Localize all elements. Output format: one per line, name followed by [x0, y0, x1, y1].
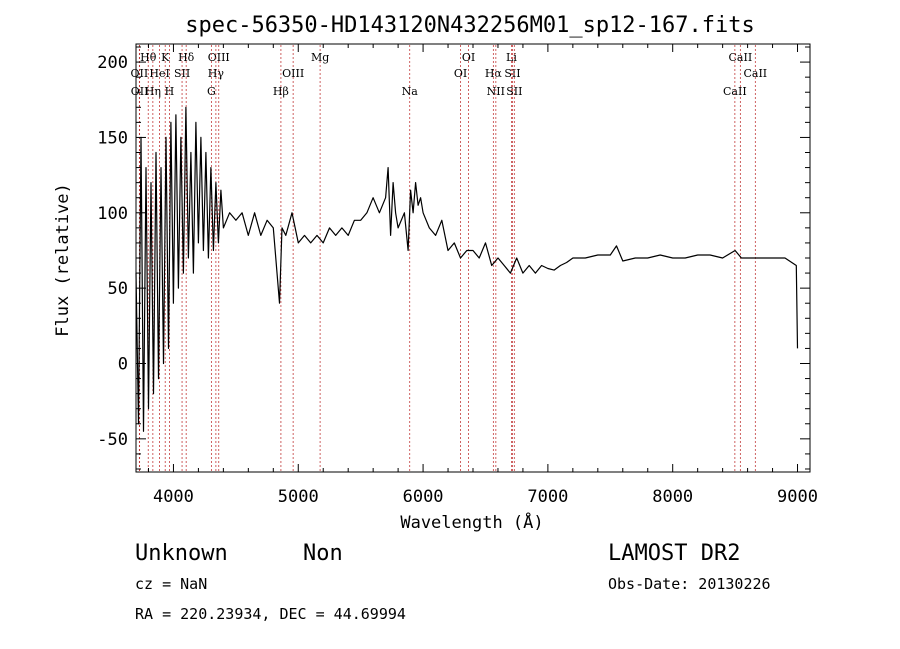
- spectral-line-label: Hα: [485, 67, 503, 80]
- x-tick-label: 4000: [153, 487, 194, 507]
- x-axis-label: Wavelength (Å): [400, 511, 543, 533]
- plot-frame: [135, 43, 811, 473]
- spectral-line-label: SII: [174, 67, 190, 80]
- spectral-line-label: CaII: [729, 51, 753, 64]
- spectral-line-label: SII: [504, 67, 520, 80]
- spectral-line-label: CaII: [743, 67, 767, 80]
- spectral-line-label: Hδ: [178, 51, 195, 64]
- spectral-line-label: OII: [131, 85, 149, 98]
- spectral-line-label: Hβ: [273, 85, 289, 98]
- x-tick-label: 8000: [652, 487, 693, 507]
- chart-title: spec-56350-HD143120N432256M01_sp12-167.f…: [185, 13, 755, 38]
- spectral-line-label: CaII: [723, 85, 747, 98]
- y-tick-label: 100: [97, 204, 128, 224]
- spectral-line-label: G: [207, 85, 216, 98]
- x-tick-label: 7000: [527, 487, 568, 507]
- spectral-line-label: HeI: [149, 67, 169, 80]
- spectral-line-label: SII: [506, 85, 522, 98]
- spectral-line-label: NII: [487, 85, 505, 98]
- spectral-line-label: OI: [454, 67, 467, 80]
- coordinates: RA = 220.23934, DEC = 44.69994: [135, 605, 406, 623]
- x-tick-label: 6000: [403, 487, 444, 507]
- spectral-line-label: Li: [506, 51, 517, 64]
- spectral-line-label: OI: [462, 51, 475, 64]
- observation-date: Obs-Date: 20130226: [608, 575, 771, 593]
- ticks-layer: 4000 5000 6000 7000 8000 9000 -50 0 50 100 150 200: [97, 44, 818, 507]
- y-axis-label: Flux (relative): [53, 183, 73, 337]
- x-tick-label: 5000: [278, 487, 319, 507]
- spectral-line-label: Hη: [145, 85, 161, 98]
- spectral-line-label: Mg: [311, 51, 329, 64]
- spectral-line-label: OIII: [208, 51, 230, 64]
- spectral-line-label: K: [161, 51, 170, 64]
- object-class: Unknown: [135, 541, 228, 566]
- y-tick-label: 200: [97, 53, 128, 73]
- redshift-cz: cz = NaN: [135, 575, 207, 593]
- x-tick-label: 9000: [777, 487, 818, 507]
- spectrum-series-line: [135, 106, 799, 432]
- series-layer: [135, 106, 799, 432]
- survey-name: LAMOST DR2: [608, 541, 740, 566]
- spectral-line-label: Na: [402, 85, 419, 98]
- y-tick-label: 0: [118, 354, 128, 374]
- y-tick-label: 50: [108, 279, 128, 299]
- object-subclass: Non: [303, 541, 343, 566]
- y-tick-label: 150: [97, 128, 128, 148]
- spectral-line-label: OIII: [282, 67, 304, 80]
- spectral-line-label: Hγ: [208, 67, 225, 80]
- spectral-line-label: H: [165, 85, 175, 98]
- y-tick-label: -50: [97, 430, 128, 450]
